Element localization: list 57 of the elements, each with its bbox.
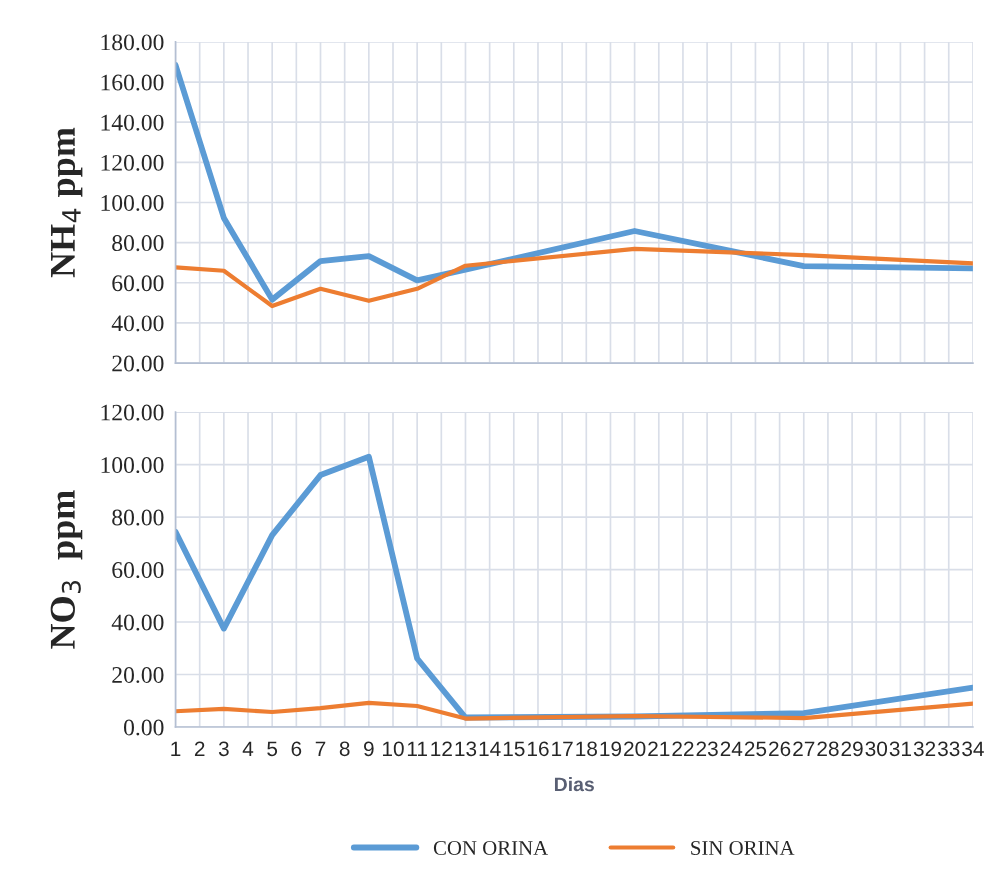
x-tick-label: 28 [817, 741, 839, 757]
y-tick-label: 60.00 [112, 562, 164, 579]
y-tick-label: 140.00 [101, 114, 164, 131]
x-tick-label: 11 [407, 741, 427, 756]
y-tick-label: 80.00 [112, 509, 164, 526]
x-tick-label: 15 [503, 741, 525, 757]
line-series [175, 700, 973, 721]
x-tick-label: 21 [648, 741, 670, 756]
x-tick-label: 34 [962, 741, 984, 757]
x-tick-label: 12 [431, 741, 452, 756]
x-tick-label: 1 [171, 741, 181, 756]
x-tick-label: 26 [769, 741, 791, 757]
x-tick-label: 3 [218, 741, 229, 757]
y-tick-label: 40.00 [111, 315, 164, 332]
x-tick-label: 10 [383, 741, 404, 757]
legend-label: CON ORINA [433, 840, 549, 855]
x-tick-label: 31 [889, 741, 911, 757]
x-tick-label: 6 [291, 741, 302, 757]
x-tick-label: 4 [242, 741, 254, 756]
x-tick-label: 18 [576, 741, 597, 757]
x-tick-label: 7 [315, 741, 326, 756]
x-tick-label: 27 [793, 741, 815, 756]
x-tick-label: 5 [267, 741, 278, 757]
x-tick-label: 23 [696, 741, 718, 757]
legend-label: SIN ORINA [691, 840, 795, 855]
x-tick-label: 33 [937, 741, 960, 757]
x-tick-label: 14 [479, 741, 501, 756]
y-axis-title: NO$_{3}$ ppm [50, 490, 83, 649]
x-tick-label: 13 [455, 741, 477, 757]
x-tick-label: 9 [364, 741, 374, 757]
y-tick-label: 120.00 [101, 404, 164, 421]
x-tick-label: 30 [865, 741, 888, 757]
x-tick-label: 24 [720, 741, 743, 756]
x-tick-label: 22 [672, 741, 694, 756]
x-tick-label: 29 [841, 741, 863, 757]
y-tick-label: 120.00 [101, 154, 164, 171]
x-tick-label: 17 [552, 741, 573, 756]
y-tick-label: 100.00 [101, 457, 164, 474]
y-tick-label: 80.00 [112, 235, 164, 252]
y-tick-label: 160.00 [101, 74, 164, 91]
x-tick-label: 19 [600, 741, 622, 757]
x-tick-label: 20 [624, 741, 646, 757]
x-tick-label: 16 [527, 741, 549, 757]
x-tick-label: 2 [194, 741, 205, 756]
x-axis-title: Dias [554, 776, 594, 792]
y-axis-title: NH$_{4}$ ppm [51, 127, 83, 278]
y-tick-label: 0.00 [123, 719, 164, 736]
x-tick-label: 8 [339, 741, 350, 757]
x-tick-label: 25 [744, 741, 767, 757]
y-tick-label: 100.00 [101, 194, 164, 212]
y-tick-label: 180.00 [101, 34, 164, 51]
y-tick-label: 20.00 [112, 666, 164, 684]
x-tick-label: 32 [913, 741, 936, 757]
y-tick-label: 60.00 [112, 275, 164, 292]
y-tick-label: 20.00 [112, 355, 164, 372]
line-series [175, 246, 973, 309]
y-tick-label: 40.00 [111, 614, 164, 631]
